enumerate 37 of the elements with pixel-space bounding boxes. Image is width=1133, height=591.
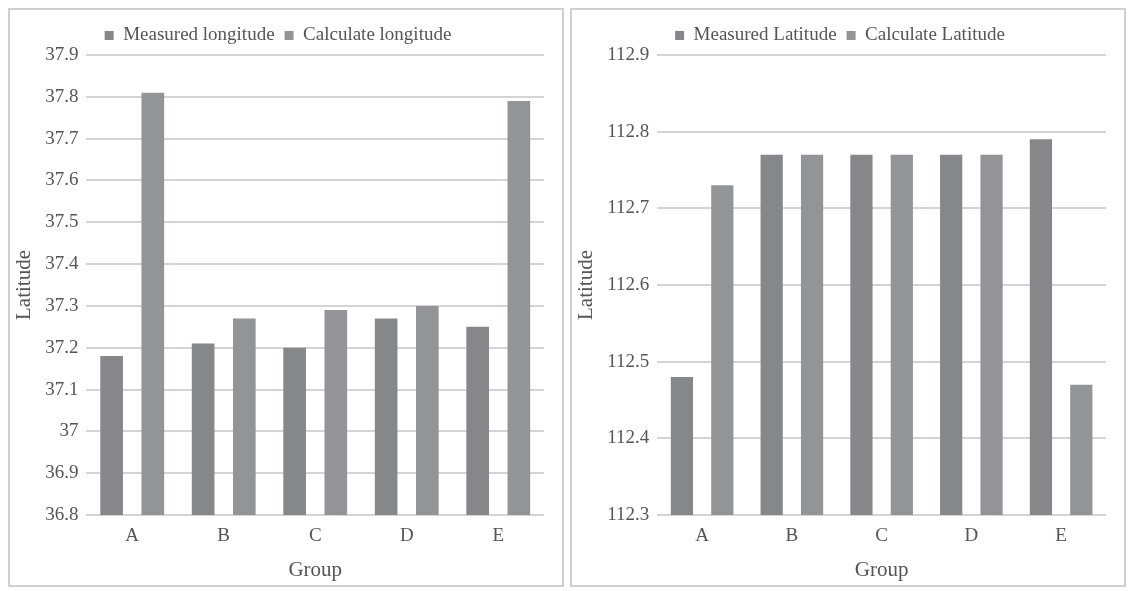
x-tick-label: A <box>695 524 710 546</box>
x-tick-label: B <box>217 524 231 546</box>
x-tick-label: B <box>785 524 799 546</box>
y-axis-title: Latitude <box>11 250 36 320</box>
y-tick-label: 112.3 <box>607 502 650 524</box>
legend-label: Measured Latitude <box>693 23 837 45</box>
x-tick-label: C <box>875 524 888 546</box>
y-tick-label: 112.5 <box>607 349 650 371</box>
y-tick-label: 37 <box>59 419 79 441</box>
x-axis-title: Group <box>854 556 909 581</box>
y-tick-label: 37.5 <box>45 210 79 232</box>
y-tick-label: 37.7 <box>45 126 79 148</box>
x-tick-label: E <box>492 524 505 546</box>
y-tick-label: 37.1 <box>45 377 79 399</box>
y-tick-label: 112.6 <box>607 272 650 294</box>
legend-label: Calculate Latitude <box>865 23 1005 45</box>
y-tick-label: 37.3 <box>45 293 79 315</box>
y-tick-label: 37.4 <box>45 252 79 274</box>
y-tick-label: 112.8 <box>607 119 650 141</box>
y-tick-label: 37.6 <box>45 168 79 190</box>
legend-label: Measured longitude <box>123 23 275 45</box>
x-tick-label: D <box>399 524 414 546</box>
y-tick-label: 37.2 <box>45 335 79 357</box>
y-tick-label: 37.8 <box>45 84 79 106</box>
y-tick-label: 112.4 <box>607 426 650 448</box>
y-tick-label: 36.9 <box>45 461 79 483</box>
x-tick-label: C <box>308 524 322 546</box>
y-tick-label: 37.9 <box>45 42 79 64</box>
x-axis-title: Group <box>288 556 343 581</box>
y-tick-label: 112.7 <box>607 196 650 218</box>
legend-label: Calculate longitude <box>303 23 452 45</box>
x-tick-label: D <box>964 524 979 546</box>
x-tick-label: A <box>125 524 140 546</box>
y-tick-label: 112.9 <box>607 42 650 64</box>
x-tick-label: E <box>1055 524 1067 546</box>
y-tick-label: 36.8 <box>45 502 79 524</box>
y-axis-title: Latitude <box>573 250 598 320</box>
